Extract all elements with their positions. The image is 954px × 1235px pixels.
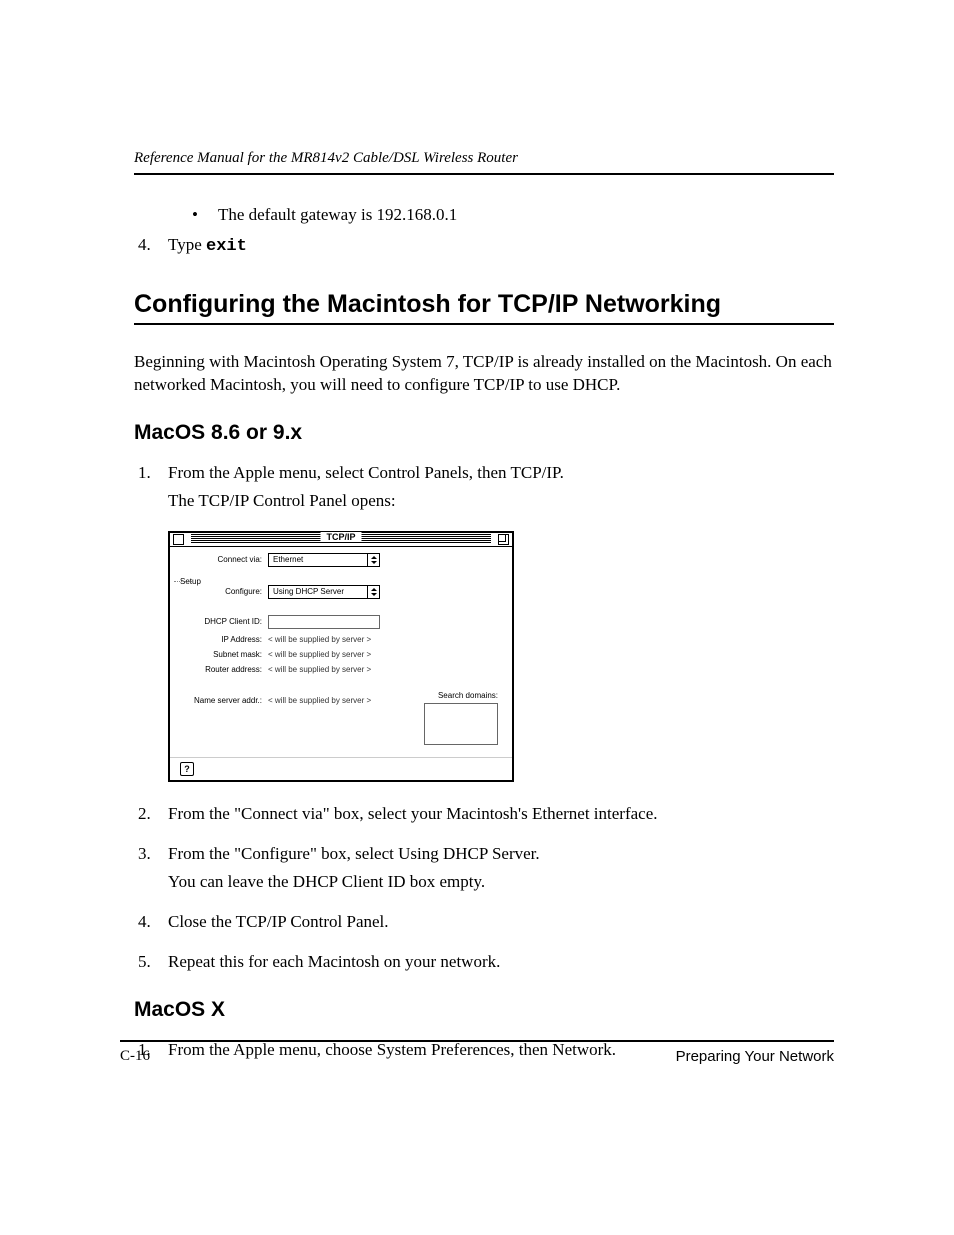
bullet-default-gateway: • The default gateway is 192.168.0.1	[192, 205, 834, 225]
section-intro-paragraph: Beginning with Macintosh Operating Syste…	[134, 351, 834, 397]
macos89-step-2: 2. From the "Connect via" box, select yo…	[138, 804, 834, 832]
step-text: From the Apple menu, select Control Pane…	[168, 463, 834, 483]
step-text: From the "Connect via" box, select your …	[168, 804, 834, 824]
name-server-label: Name server addr.:	[182, 696, 268, 705]
step-text-prefix: Type	[168, 235, 206, 254]
dhcp-client-label: DHCP Client ID:	[182, 617, 268, 626]
search-domains-label: Search domains:	[438, 691, 498, 700]
dhcp-client-input[interactable]	[268, 615, 380, 629]
footer-rule	[120, 1040, 834, 1042]
name-server-value: < will be supplied by server >	[268, 696, 371, 705]
titlebar-stripes: TCP/IP	[191, 534, 491, 544]
step-number: 1.	[138, 463, 168, 519]
subsection-macosx: MacOS X	[134, 998, 834, 1022]
connect-via-label: Connect via:	[182, 555, 268, 564]
configure-dropdown[interactable]: Using DHCP Server	[268, 585, 380, 599]
exit-code: exit	[206, 237, 247, 256]
subnet-mask-label: Subnet mask:	[182, 650, 268, 659]
step-text-followup: You can leave the DHCP Client ID box emp…	[168, 872, 834, 892]
step-text: From the "Configure" box, select Using D…	[168, 844, 834, 864]
ip-address-label: IP Address:	[182, 635, 268, 644]
page-number: C-16	[120, 1048, 150, 1065]
window-title: TCP/IP	[320, 532, 361, 542]
dropdown-arrows-icon	[367, 554, 379, 566]
subsection-macos-89: MacOS 8.6 or 9.x	[134, 421, 834, 445]
configure-value: Using DHCP Server	[273, 587, 344, 596]
configure-label: Configure:	[182, 587, 268, 596]
macos89-step-1: 1. From the Apple menu, select Control P…	[138, 463, 834, 519]
macos89-step-3: 3. From the "Configure" box, select Usin…	[138, 844, 834, 900]
search-domains-input[interactable]	[424, 703, 498, 745]
step-text: Repeat this for each Macintosh on your n…	[168, 952, 834, 972]
bullet-text: The default gateway is 192.168.0.1	[218, 205, 457, 225]
section-rule	[134, 323, 834, 325]
step-number: 2.	[138, 804, 168, 832]
tcpip-control-panel: TCP/IP Connect via: Ethernet Setup Confi…	[168, 531, 514, 782]
step-text: Close the TCP/IP Control Panel.	[168, 912, 834, 932]
close-box-icon[interactable]	[173, 534, 184, 545]
router-address-label: Router address:	[182, 665, 268, 674]
help-icon: ?	[184, 764, 190, 774]
step-text-followup: The TCP/IP Control Panel opens:	[168, 491, 834, 511]
step-number: 4.	[138, 912, 168, 940]
page-footer: C-16 Preparing Your Network	[120, 1040, 834, 1065]
macos89-step-4: 4. Close the TCP/IP Control Panel.	[138, 912, 834, 940]
step-number: 5.	[138, 952, 168, 980]
step-number: 4.	[138, 235, 168, 256]
connect-via-dropdown[interactable]: Ethernet	[268, 553, 380, 567]
step-4-type-exit: 4. Type exit	[138, 235, 834, 256]
setup-divider	[174, 581, 192, 582]
subnet-mask-value: < will be supplied by server >	[268, 650, 371, 659]
step-number: 3.	[138, 844, 168, 900]
manual-header: Reference Manual for the MR814v2 Cable/D…	[134, 150, 834, 167]
dropdown-arrows-icon	[367, 586, 379, 598]
bullet-dot: •	[192, 205, 198, 225]
header-rule	[134, 173, 834, 175]
connect-via-value: Ethernet	[273, 555, 303, 564]
tcpip-titlebar: TCP/IP	[170, 533, 512, 547]
zoom-box-icon[interactable]	[498, 534, 509, 545]
router-address-value: < will be supplied by server >	[268, 665, 371, 674]
footer-section-name: Preparing Your Network	[676, 1048, 834, 1065]
macos89-step-5: 5. Repeat this for each Macintosh on you…	[138, 952, 834, 980]
section-title-configuring-mac: Configuring the Macintosh for TCP/IP Net…	[134, 290, 834, 319]
ip-address-value: < will be supplied by server >	[268, 635, 371, 644]
help-button[interactable]: ?	[180, 762, 194, 776]
